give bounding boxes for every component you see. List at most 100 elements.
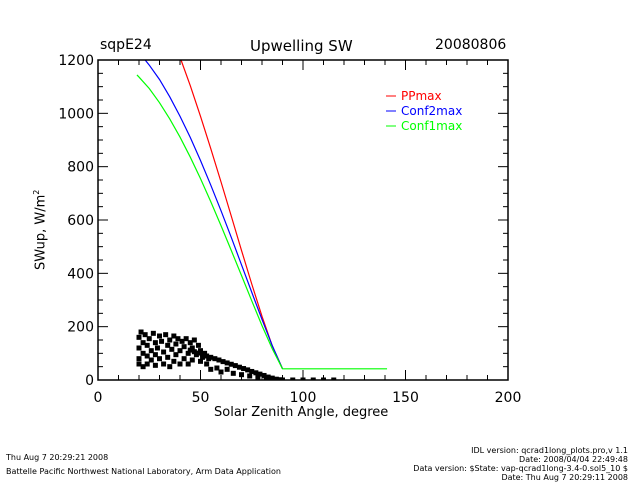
scatter-point [185, 361, 191, 367]
footer-line: Data version: $State: vap-qcrad1long-3.4… [413, 464, 628, 473]
y-tick-label: 600 [67, 213, 94, 229]
scatter-point [146, 336, 152, 342]
scatter-point [189, 357, 195, 363]
scatter-point [247, 373, 253, 379]
scatter-point [187, 340, 193, 346]
scatter-point [216, 357, 222, 363]
scatter-point [152, 362, 158, 368]
scatter-point [224, 360, 230, 366]
scatter-point [195, 342, 201, 348]
scatter-point [200, 354, 206, 360]
scatter-point [136, 345, 142, 351]
scatter-point [163, 332, 169, 338]
x-axis-label: Solar Zenith Angle, degree [214, 405, 389, 420]
scatter-point [191, 349, 197, 355]
scatter-point [161, 361, 167, 367]
scatter-point [261, 372, 267, 378]
scatter-point [236, 364, 242, 370]
y-axis-label-sup: 2 [32, 189, 41, 195]
scatter-point [148, 348, 154, 354]
scatter-point [230, 370, 236, 376]
scatter-point [220, 359, 226, 365]
scatter-point [165, 354, 171, 360]
scatter-point [142, 332, 148, 338]
footer-line: Date: Thu Aug 7 20:29:11 2008 [501, 473, 628, 482]
footer-timestamp: Thu Aug 7 20:29:21 2008 [6, 453, 109, 462]
scatter-point [204, 361, 210, 367]
y-tick-label: 1000 [58, 106, 94, 122]
scatter-point [138, 329, 144, 335]
scatter-point [253, 370, 259, 376]
scatter-point [263, 376, 269, 380]
x-tick-label: 200 [495, 390, 522, 406]
scatter-point [157, 356, 162, 362]
scatter-point [167, 364, 173, 370]
legend-label: Conf1max [401, 119, 462, 133]
scatter-point [187, 347, 193, 353]
scatter-point [136, 334, 142, 340]
scatter-point [228, 361, 234, 367]
footer-line: Date: 2008/04/04 22:49:48 [519, 455, 628, 464]
scatter-point [179, 338, 185, 344]
scatter-point [181, 356, 187, 362]
scatter-point [269, 375, 275, 380]
scatter-point [150, 330, 156, 336]
x-tick-label: 50 [192, 390, 210, 406]
y-axis-label-text: SWup, W/m [33, 194, 49, 270]
scatter-point [212, 356, 218, 362]
y-tick-label: 1200 [58, 53, 94, 69]
scatter-point [214, 365, 220, 371]
scatter-point [181, 344, 187, 350]
footer-org: Battelle Pacific Northwest National Labo… [6, 467, 281, 476]
scatter-point [144, 342, 150, 348]
scatter-point [232, 363, 238, 369]
scatter-point [208, 366, 214, 372]
scatter-point [136, 356, 142, 362]
x-tick-label: 100 [290, 390, 317, 406]
scatter-point [255, 374, 261, 380]
y-tick-label: 800 [67, 160, 94, 176]
scatter-point [183, 336, 189, 342]
scatter-point [159, 338, 165, 344]
scatter-point [167, 337, 173, 343]
scatter-point [173, 352, 179, 358]
scatter-point [175, 336, 181, 342]
y-tick-label: 200 [67, 320, 94, 336]
scatter-point [152, 340, 158, 346]
scatter-point [195, 350, 201, 356]
scatter-point [198, 358, 203, 364]
series-line-ppmax [180, 60, 284, 370]
scatter-point [208, 354, 214, 360]
scatter-point [177, 361, 183, 367]
scatter-point [200, 351, 206, 357]
scatter-point [177, 348, 183, 354]
site-label: sqpE24 [100, 37, 152, 53]
scatter-point [218, 369, 224, 375]
scatter-point [331, 377, 337, 380]
y-axis-label: SWup, W/m2 [32, 190, 48, 270]
scatter-point [273, 376, 279, 380]
scatter-point [144, 361, 150, 367]
scatter-point [241, 366, 247, 372]
scatter-point [173, 341, 179, 347]
scatter-point [171, 358, 177, 364]
footer-line: IDL version: qcrad1long_plots.pro,v 1.1 [471, 446, 628, 455]
scatter-point [165, 342, 171, 348]
scatter-point [239, 372, 244, 378]
legend-label: Conf2max [401, 104, 462, 118]
scatter-point [154, 345, 160, 351]
scatter-point [290, 377, 296, 380]
scatter-point [185, 350, 191, 356]
scatter-point [140, 364, 146, 370]
y-tick-label: 400 [67, 266, 94, 282]
scatter-point [157, 333, 162, 339]
scatter-point [161, 349, 167, 355]
scatter-point [191, 337, 197, 343]
x-tick-label: 150 [392, 390, 419, 406]
footer-version-block: IDL version: qcrad1long_plots.pro,v 1.1 … [413, 446, 628, 482]
date-label: 20080806 [435, 37, 507, 53]
scatter-point [257, 371, 263, 377]
x-tick-label: 0 [94, 390, 103, 406]
series-line-conf2max [144, 60, 284, 370]
scatter-point [148, 357, 154, 363]
